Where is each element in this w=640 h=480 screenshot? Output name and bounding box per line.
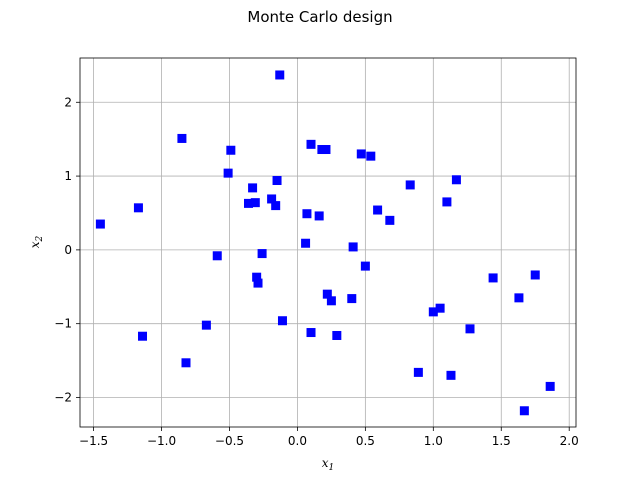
- y-axis-label-subscript: 2: [35, 235, 45, 242]
- data-point-marker: [250, 198, 260, 208]
- y-axis-ticks: −2 −1 0 1 2: [54, 95, 80, 404]
- data-point-marker: [465, 324, 475, 334]
- data-point-marker: [138, 331, 148, 341]
- grid: [80, 58, 576, 427]
- data-point-marker: [275, 70, 285, 80]
- data-point-marker: [271, 201, 281, 211]
- data-point-marker: [530, 270, 540, 280]
- data-point-marker: [277, 316, 287, 326]
- data-point-marker: [177, 133, 187, 143]
- data-point-marker: [428, 307, 438, 317]
- data-point-marker: [442, 197, 452, 207]
- data-point-marker: [326, 296, 336, 306]
- data-point-marker: [95, 219, 105, 229]
- x-tick-label: 0.0: [288, 434, 307, 448]
- data-point-marker: [226, 145, 236, 155]
- y-tick-label: −2: [54, 390, 72, 404]
- data-point-marker: [252, 272, 262, 282]
- plot-frame: [79, 57, 577, 428]
- chart-title: Monte Carlo design: [247, 8, 392, 26]
- x-tick-label: −1.5: [79, 434, 108, 448]
- data-point-marker: [451, 175, 461, 185]
- data-point-marker: [360, 261, 370, 271]
- data-point-marker: [385, 215, 395, 225]
- data-point-marker: [322, 289, 332, 299]
- y-tick-label: 0: [64, 243, 72, 257]
- data-point-marker: [356, 149, 366, 159]
- x-tick-label: −0.5: [215, 434, 244, 448]
- data-point-marker: [348, 242, 358, 252]
- x-tick-label: −1.0: [147, 434, 176, 448]
- data-point-marker: [373, 205, 383, 215]
- x-tick-label: 1.5: [492, 434, 511, 448]
- data-point-marker: [272, 176, 282, 186]
- x-axis-label-base: x: [322, 456, 329, 470]
- data-point-marker: [223, 168, 233, 178]
- data-point-marker: [321, 145, 331, 155]
- x-axis-label-subscript: 1: [329, 463, 335, 473]
- data-point-marker: [253, 278, 263, 288]
- y-axis-label: x2: [28, 235, 45, 248]
- data-point-marker: [446, 370, 456, 380]
- y-tick-label: 1: [64, 169, 72, 183]
- data-points: [95, 70, 555, 416]
- data-point-marker: [314, 211, 324, 221]
- data-point-marker: [201, 320, 211, 330]
- data-point-marker: [248, 183, 258, 193]
- x-tick-label: 2.0: [560, 434, 579, 448]
- data-point-marker: [514, 293, 524, 303]
- data-point-marker: [267, 194, 277, 204]
- data-point-marker: [413, 367, 423, 377]
- x-axis-ticks: −1.5 −1.0 −0.5 0.0 0.5 1.0 1.5 2.0: [79, 427, 579, 448]
- data-point-marker: [301, 238, 311, 248]
- data-point-marker: [244, 198, 254, 208]
- data-point-marker: [181, 358, 191, 368]
- y-axis-label-base: x: [28, 241, 42, 248]
- data-point-marker: [488, 273, 498, 283]
- data-point-marker: [306, 328, 316, 338]
- data-point-marker: [545, 381, 555, 391]
- data-point-marker: [257, 249, 267, 259]
- data-point-marker: [302, 209, 312, 219]
- data-point-marker: [212, 251, 222, 261]
- data-point-marker: [519, 406, 529, 416]
- data-point-marker: [435, 303, 445, 313]
- data-point-marker: [306, 139, 316, 149]
- x-axis-label: x1: [322, 456, 335, 473]
- x-tick-label: 1.0: [424, 434, 443, 448]
- y-tick-label: −1: [54, 317, 72, 331]
- data-point-marker: [133, 203, 143, 213]
- x-tick-label: 0.5: [356, 434, 375, 448]
- data-point-marker: [366, 151, 376, 161]
- data-point-marker: [405, 180, 415, 190]
- y-tick-label: 2: [64, 95, 72, 109]
- data-point-marker: [347, 294, 357, 304]
- data-point-marker: [332, 330, 342, 340]
